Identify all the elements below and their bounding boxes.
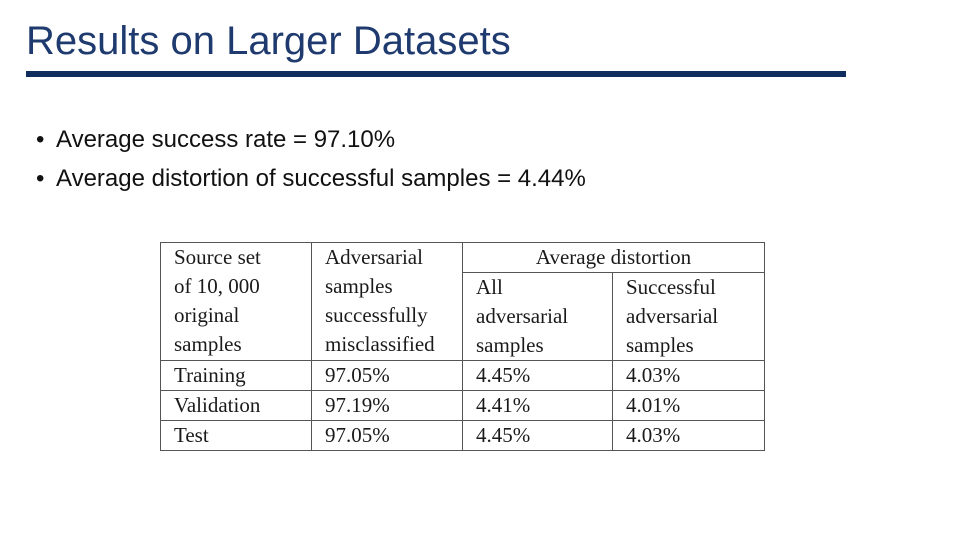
row-label: Validation — [160, 390, 312, 421]
results-table: Source set of 10, 000 original samples A… — [160, 242, 766, 451]
table-row: Validation 97.19% 4.41% 4.01% — [160, 390, 766, 421]
bullet-list: • Average success rate = 97.10% • Average … — [36, 124, 586, 202]
bullet-text: Average distortion of successful samples… — [56, 165, 586, 192]
successful-distortion-cell: 4.03% — [611, 420, 766, 451]
all-distortion-cell: 4.45% — [462, 360, 613, 391]
all-distortion-cell: 4.45% — [462, 420, 613, 451]
bullet-marker: • — [36, 126, 45, 153]
table-body: Training 97.05% 4.45% 4.03% Validation 9… — [160, 360, 766, 451]
header-all-adversarial: All adversarial samples — [462, 272, 613, 361]
header-row: Source set of 10, 000 original samples A… — [160, 242, 766, 361]
table-row: Training 97.05% 4.45% 4.03% — [160, 360, 766, 391]
header-subrow: All adversarial samples Successful adver… — [161, 272, 766, 361]
header-source-set: Source set of 10, 000 original samples — [160, 242, 312, 361]
bullet-item-success-rate: • Average success rate = 97.10% — [36, 124, 586, 163]
all-distortion-cell: 4.41% — [462, 390, 613, 421]
table-row: Test 97.05% 4.45% 4.03% — [160, 420, 766, 451]
header-average-distortion: Average distortion — [461, 242, 766, 273]
success-rate-cell: 97.05% — [311, 420, 463, 451]
slide-title: Results on Larger Datasets — [26, 19, 511, 63]
success-rate-cell: 97.05% — [311, 360, 463, 391]
bullet-item-distortion: • Average distortion of successful sample… — [36, 163, 586, 202]
header-adversarial-samples: Adversarial samples successfully misclas… — [311, 242, 463, 361]
bullet-text: Average success rate = 97.10% — [56, 126, 396, 153]
title-underline — [26, 71, 846, 77]
bullet-marker: • — [36, 165, 45, 192]
successful-distortion-cell: 4.03% — [611, 360, 766, 391]
header-successful-adversarial: Successful adversarial samples — [611, 272, 766, 361]
row-label: Training — [160, 360, 312, 391]
success-rate-cell: 97.19% — [311, 390, 463, 421]
successful-distortion-cell: 4.01% — [611, 390, 766, 421]
row-label: Test — [160, 420, 312, 451]
table-header: Source set of 10, 000 original samples A… — [160, 242, 766, 361]
